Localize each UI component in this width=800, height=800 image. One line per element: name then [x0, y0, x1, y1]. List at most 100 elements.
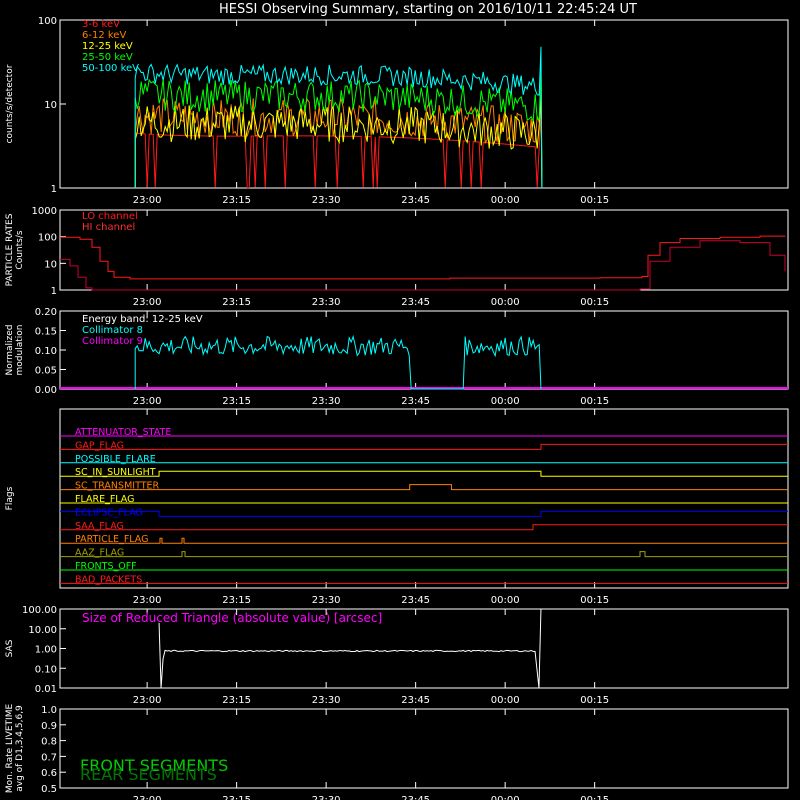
y-axis-label: PARTICLE RATES: [5, 213, 15, 286]
y-tick-label: 10: [44, 259, 57, 270]
flag-label: ECLIPSE_FLAG: [75, 507, 143, 518]
time-tick-label: 23:45: [401, 795, 430, 800]
y-tick-label: 100: [38, 233, 57, 244]
flag-label: FRONTS_OFF: [75, 561, 137, 572]
time-tick-label: 23:00: [133, 795, 162, 800]
legend-entry: Collimator 8: [82, 325, 143, 336]
legend-entry: LO channel: [82, 211, 138, 222]
legend-entry: 3-6 keV: [82, 19, 120, 30]
y-tick-label: 1.00: [35, 645, 57, 656]
time-tick-label: 23:15: [222, 795, 251, 800]
time-tick-label: 00:00: [491, 595, 520, 606]
sas-line: [158, 608, 542, 689]
legend-entry: 6-12 keV: [82, 30, 126, 41]
energy-band-annotation: Energy band: 12-25 keV: [82, 314, 203, 325]
flag-label: BAD_PACKETS: [75, 574, 142, 585]
y-tick-label: 0.20: [35, 307, 57, 318]
time-tick-label: 23:15: [222, 396, 251, 407]
time-tick-label: 23:30: [312, 297, 341, 308]
y-tick-label: 1000: [32, 206, 57, 217]
flag-line: [60, 551, 788, 558]
y-tick-label: 0.15: [35, 327, 57, 338]
y-tick-label: 0.10: [35, 664, 57, 675]
flag-label: POSSIBLE_FLARE: [75, 454, 156, 465]
y-tick-label: 10: [44, 100, 57, 111]
flag-label: FLARE_FLAG: [75, 494, 135, 505]
y-axis-label: Normalized: [5, 324, 15, 375]
y-axis-label: Counts/s: [15, 230, 25, 269]
legend-entry: HI channel: [82, 222, 135, 233]
time-tick-label: 00:00: [491, 297, 520, 308]
time-tick-label: 00:15: [580, 396, 609, 407]
y-tick-label: 1.0: [41, 705, 57, 716]
time-tick-label: 23:15: [222, 595, 251, 606]
time-tick-label: 23:15: [222, 695, 251, 706]
plot-frame-6: [59, 708, 789, 789]
flag-label: ATTENUATOR_STATE: [75, 427, 171, 438]
time-tick-label: 23:00: [133, 297, 162, 308]
time-tick-label: 23:30: [312, 396, 341, 407]
time-tick-label: 23:00: [133, 195, 162, 206]
flag-label: PARTICLE_FLAG: [75, 534, 148, 545]
y-tick-label: 0.00: [35, 385, 57, 396]
y-axis-label: modulation: [15, 325, 25, 376]
y-axis-label: counts/s/detector: [5, 64, 15, 143]
series-line-2: [134, 95, 543, 189]
time-tick-label: 23:30: [312, 595, 341, 606]
flag-label: SC_IN_SUNLIGHT: [75, 467, 156, 478]
time-tick-label: 00:15: [580, 297, 609, 308]
y-axis-label: avg of D1,3,4,5,6,9: [15, 705, 25, 792]
time-tick-label: 23:15: [222, 195, 251, 206]
y-axis-label: SAS: [5, 639, 15, 657]
segment-label: FRONT SEGMENTS: [80, 756, 228, 775]
y-axis-label: Flags: [5, 486, 15, 510]
time-tick-label: 00:15: [580, 695, 609, 706]
segment-label: REAR SEGMENTS: [80, 765, 217, 784]
time-tick-label: 00:00: [491, 195, 520, 206]
flag-line: [60, 510, 788, 517]
y-tick-label: 100.00: [22, 605, 57, 616]
y-tick-label: 1: [51, 286, 57, 297]
time-tick-label: 00:15: [580, 195, 609, 206]
flag-line: [60, 537, 788, 544]
series-line-3: [134, 67, 543, 189]
series-line-lo: [60, 235, 786, 280]
plot-frame-2: [59, 209, 789, 291]
y-tick-label: 10.00: [28, 625, 57, 636]
time-tick-label: 23:45: [401, 195, 430, 206]
y-axis-label: Mon. Rate LIVETIME: [5, 704, 15, 794]
y-tick-label: 0.01: [35, 684, 57, 695]
series-line-0: [134, 107, 543, 189]
time-tick-label: 23:30: [312, 695, 341, 706]
time-tick-label: 00:00: [491, 795, 520, 800]
collimator-8-line: [134, 334, 542, 390]
time-tick-label: 00:15: [580, 595, 609, 606]
y-tick-label: 0.05: [35, 366, 57, 377]
flag-label: GAP_FLAG: [75, 440, 124, 451]
flag-label: AAZ_FLAG: [75, 548, 124, 559]
time-tick-label: 23:00: [133, 396, 162, 407]
y-tick-label: 0.5: [41, 784, 57, 795]
series-line-hi: [60, 240, 786, 291]
y-tick-label: 100: [38, 16, 57, 27]
time-tick-label: 23:45: [401, 595, 430, 606]
y-tick-label: 0.7: [41, 752, 57, 763]
time-tick-label: 23:15: [222, 297, 251, 308]
time-tick-label: 23:45: [401, 396, 430, 407]
time-tick-label: 00:15: [580, 795, 609, 800]
time-tick-label: 00:00: [491, 396, 520, 407]
time-tick-label: 23:30: [312, 795, 341, 800]
time-tick-label: 23:30: [312, 195, 341, 206]
plot-frame-4: [59, 408, 789, 589]
legend-entry: 50-100 keV: [82, 63, 139, 74]
legend-entry: 25-50 keV: [82, 52, 133, 63]
flag-line: [60, 484, 788, 491]
time-tick-label: 00:00: [491, 695, 520, 706]
legend-entry: Collimator 9: [82, 336, 143, 347]
y-tick-label: 0.6: [41, 768, 57, 779]
flag-line: [60, 470, 788, 477]
sas-annotation: Size of Reduced Triangle (absolute value…: [82, 611, 382, 625]
flag-line: [60, 443, 788, 450]
